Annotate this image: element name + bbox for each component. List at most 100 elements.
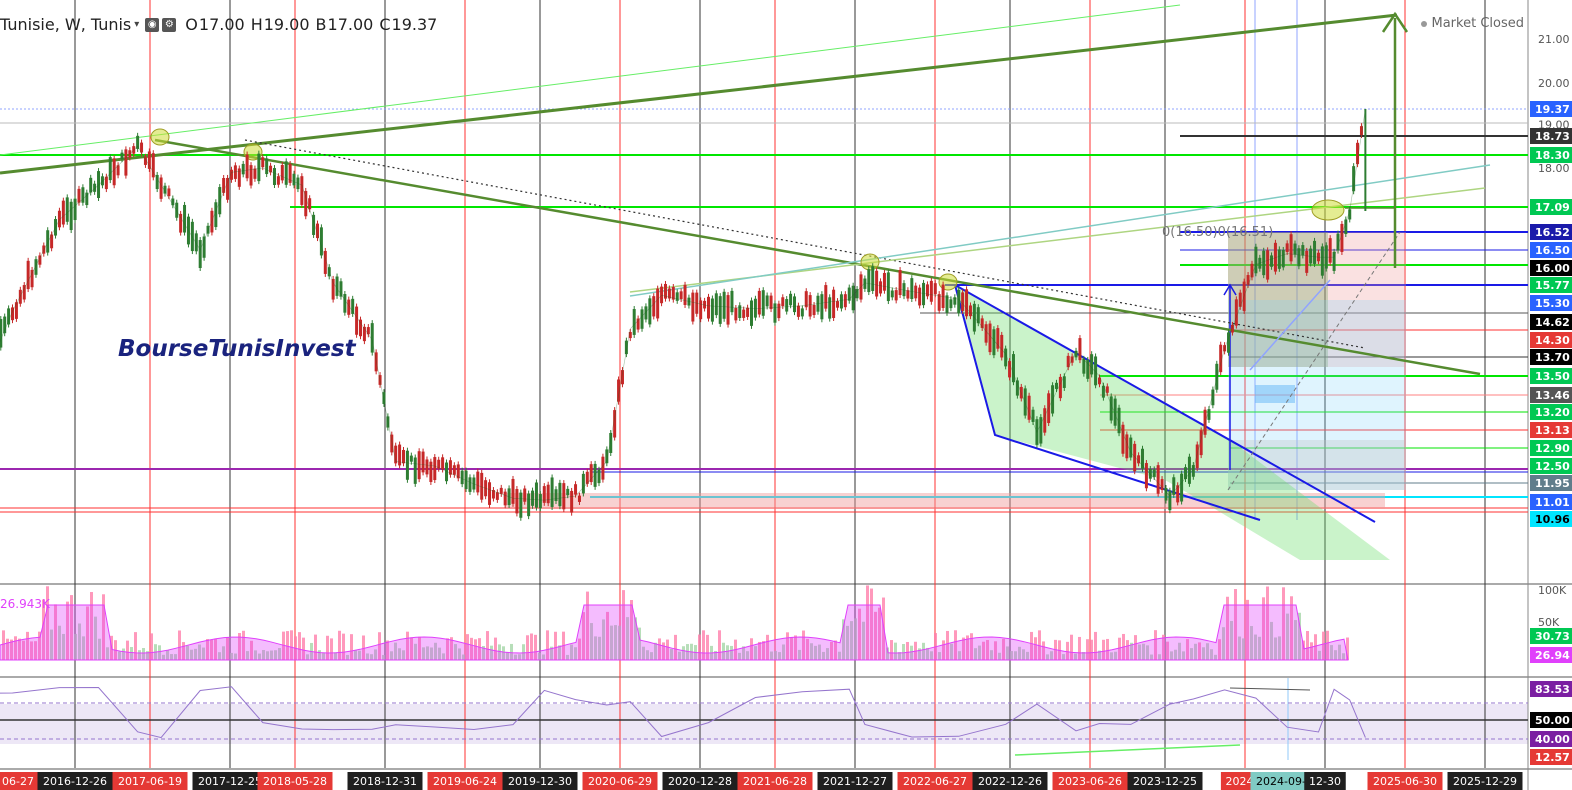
candle-body[interactable] [1125,434,1129,459]
candle-body[interactable] [378,375,382,385]
volume-bar[interactable] [658,638,661,660]
volume-bar[interactable] [794,635,797,660]
volume-label-badge[interactable] [1530,647,1572,663]
volume-bar[interactable] [282,631,285,660]
price-label-badge[interactable] [1530,314,1572,330]
volume-bar[interactable] [858,608,861,660]
volume-bar[interactable] [634,617,637,660]
time-tick-badge[interactable] [1367,772,1443,790]
candle-body[interactable] [871,266,875,291]
candle-body[interactable] [1148,468,1152,479]
candle-body[interactable] [1297,248,1301,267]
price-label-badge[interactable] [1530,199,1572,215]
candle-body[interactable] [726,295,730,325]
volume-bar[interactable] [18,638,21,660]
candle-body[interactable] [163,185,167,194]
volume-bar[interactable] [714,650,717,660]
candle-body[interactable] [140,142,144,153]
candle-body[interactable] [1062,376,1066,388]
volume-bar[interactable] [518,654,521,660]
candle-body[interactable] [687,297,691,306]
candle-body[interactable] [706,296,710,319]
volume-bar[interactable] [542,654,545,660]
candle-body[interactable] [429,461,433,482]
candle-body[interactable] [570,490,574,513]
volume-bar[interactable] [1062,654,1065,660]
volume-bar[interactable] [838,651,841,660]
candle-body[interactable] [847,287,851,301]
candle-body[interactable] [593,463,597,487]
volume-bar[interactable] [142,647,145,660]
candle-body[interactable] [882,272,886,291]
volume-bar[interactable] [662,642,665,660]
volume-bar[interactable] [450,637,453,660]
volume-bar[interactable] [158,645,161,660]
candle-body[interactable] [1070,356,1074,363]
candle-body[interactable] [1324,245,1328,269]
projection-box[interactable] [1228,440,1406,490]
volume-bar[interactable] [1090,639,1093,660]
volume-bar[interactable] [130,647,133,660]
candle-body[interactable] [632,309,636,335]
volume-bar[interactable] [1030,631,1033,660]
volume-bar[interactable] [1022,649,1025,660]
volume-bar[interactable] [82,636,85,660]
candle-body[interactable] [42,245,46,254]
candle-body[interactable] [769,295,773,310]
volume-bar[interactable] [930,651,933,660]
candle-body[interactable] [26,260,30,290]
volume-bar[interactable] [118,651,121,660]
candle-body[interactable] [280,165,284,181]
candle-body[interactable] [984,324,988,343]
volume-bar[interactable] [866,585,869,660]
candle-body[interactable] [143,156,147,165]
time-tick-badge[interactable] [502,772,578,790]
candle-body[interactable] [1074,350,1078,358]
volume-bar[interactable] [850,621,853,660]
volume-bar[interactable] [246,651,249,660]
volume-bar[interactable] [1014,651,1017,660]
candle-body[interactable] [241,163,245,175]
volume-bar[interactable] [174,654,177,660]
volume-bar[interactable] [958,651,961,660]
volume-bar[interactable] [418,636,421,660]
time-tick-badge[interactable] [1127,772,1203,790]
candle-body[interactable] [1035,419,1039,445]
volume-bar[interactable] [474,639,477,660]
candle-body[interactable] [808,295,812,317]
volume-bar[interactable] [1270,621,1273,660]
price-label-badge[interactable] [1530,422,1572,438]
candle-body[interactable] [464,470,468,490]
candle-body[interactable] [339,281,343,297]
volume-bar[interactable] [966,635,969,660]
candle-body[interactable] [789,293,793,306]
volume-bar[interactable] [26,631,29,660]
candle-body[interactable] [50,234,54,249]
volume-bar[interactable] [170,654,173,660]
candle-body[interactable] [491,490,495,499]
candle-body[interactable] [14,302,18,319]
volume-bar[interactable] [1190,648,1193,660]
candle-body[interactable] [1011,354,1015,383]
candle-body[interactable] [261,157,265,168]
volume-bar[interactable] [1198,642,1201,660]
candle-body[interactable] [1238,292,1242,307]
candle-body[interactable] [1273,242,1277,272]
volume-bar[interactable] [1322,631,1325,660]
candle-body[interactable] [1164,488,1168,501]
rsi-label-badge[interactable] [1530,731,1572,747]
candle-body[interactable] [1254,246,1258,274]
candle-body[interactable] [886,272,890,302]
volume-bar[interactable] [1110,652,1113,660]
candle-body[interactable] [452,465,456,475]
candle-body[interactable] [1336,233,1340,251]
candle-body[interactable] [976,307,980,324]
candle-body[interactable] [656,288,660,319]
volume-bar[interactable] [1098,650,1101,660]
volume-bar[interactable] [1278,636,1281,660]
candle-body[interactable] [859,274,863,300]
candle-body[interactable] [746,307,750,317]
candle-body[interactable] [22,285,26,300]
volume-bar[interactable] [490,645,493,660]
candle-body[interactable] [1023,388,1027,416]
